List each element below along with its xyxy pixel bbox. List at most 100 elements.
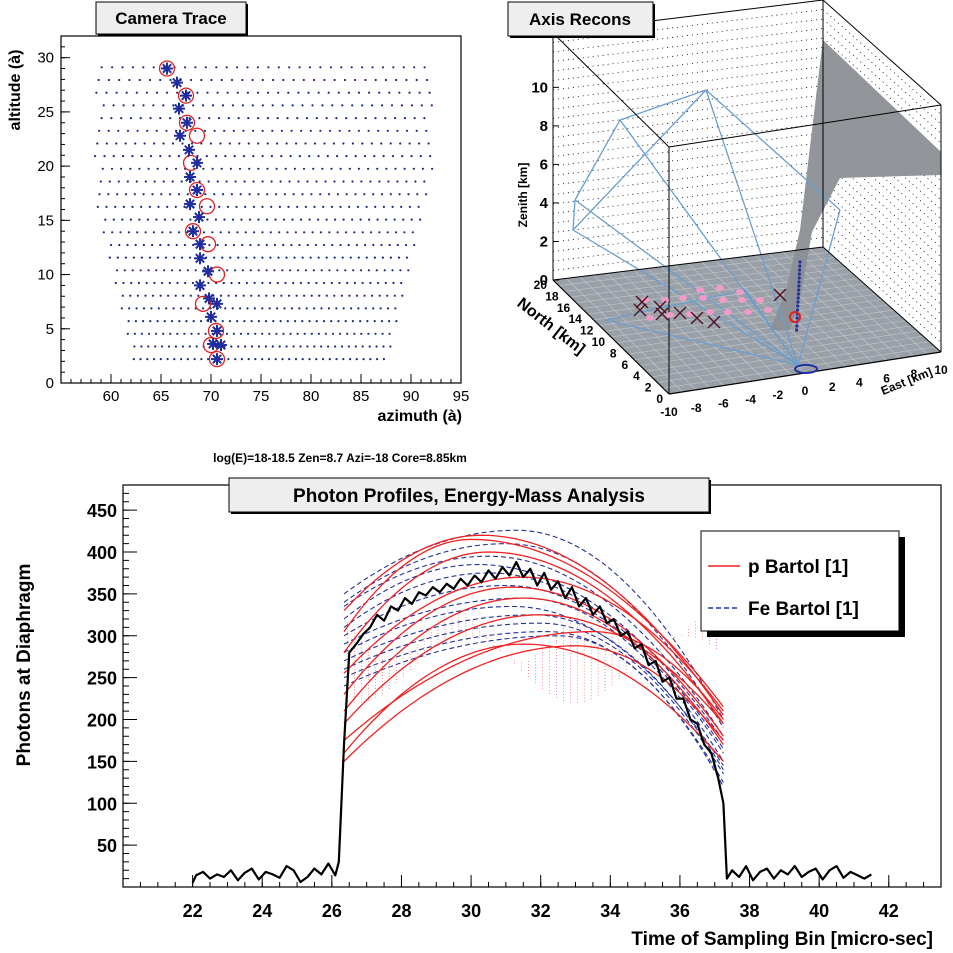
camera-pixel bbox=[400, 281, 403, 285]
camera-pixel bbox=[298, 307, 301, 310]
camera-pixel bbox=[174, 167, 178, 170]
camera-pixel bbox=[265, 243, 268, 247]
cross-mark bbox=[707, 315, 721, 329]
camera-pixel bbox=[198, 180, 201, 183]
camera-pixel bbox=[374, 205, 377, 208]
camera-pixel bbox=[239, 332, 243, 335]
camera-pixel bbox=[282, 243, 285, 247]
camera-pixel bbox=[288, 180, 291, 183]
camera-pixel bbox=[381, 104, 384, 107]
camera-pixel bbox=[167, 294, 170, 297]
camera-pixel bbox=[220, 78, 223, 82]
camera-pixel bbox=[347, 345, 350, 348]
camera-pixel bbox=[386, 129, 389, 132]
camera-pixel bbox=[210, 78, 213, 82]
back-grid-line bbox=[552, 66, 824, 100]
camera-pixel bbox=[204, 193, 207, 196]
camera-pixel bbox=[153, 180, 156, 183]
camera-pixel bbox=[431, 167, 434, 170]
camera-pixel bbox=[132, 104, 135, 107]
camera-pixel bbox=[200, 142, 203, 145]
hit-marker-stroke bbox=[192, 157, 202, 168]
hit-pixel-marker bbox=[161, 62, 173, 75]
east-tick-label: -10 bbox=[660, 405, 678, 419]
camera-pixel bbox=[207, 180, 210, 183]
camera-pixel bbox=[134, 142, 137, 145]
camera-pixel bbox=[256, 66, 259, 69]
back-grid-line bbox=[552, 237, 824, 271]
camera-pixel bbox=[227, 117, 230, 120]
camera-pixel bbox=[129, 167, 132, 170]
camera-pixel bbox=[225, 66, 228, 69]
fe-model-curve bbox=[343, 584, 724, 754]
camera-pixel bbox=[206, 218, 209, 221]
camera-pixel bbox=[219, 231, 222, 234]
camera-pixel bbox=[248, 218, 252, 221]
camera-pixel bbox=[257, 167, 260, 170]
camera-pixel bbox=[309, 129, 312, 132]
camera-pixel bbox=[321, 358, 325, 361]
camera-pixel bbox=[196, 155, 199, 158]
zenith-tick-label: 6 bbox=[540, 156, 548, 173]
camera-pixel bbox=[241, 78, 244, 82]
camera-pixel bbox=[129, 117, 133, 120]
camera-pixel bbox=[112, 218, 115, 221]
camera-pixel bbox=[392, 66, 395, 69]
camera-pixel bbox=[323, 243, 326, 247]
camera-pixel bbox=[225, 180, 228, 183]
camera-x-tick-label: 70 bbox=[203, 388, 220, 405]
camera-pixel bbox=[268, 332, 271, 335]
back-grid-line bbox=[552, 170, 824, 205]
camera-pixel bbox=[364, 117, 367, 120]
camera-pixel bbox=[290, 129, 293, 132]
camera-pixel bbox=[166, 205, 169, 208]
shower-fov-line bbox=[574, 199, 799, 366]
camera-pixel bbox=[279, 180, 282, 183]
back-grid-line bbox=[552, 37, 824, 72]
camera-pixel bbox=[357, 91, 361, 94]
camera-pixel bbox=[155, 129, 158, 132]
camera-pixel bbox=[253, 256, 256, 259]
back-grid-line bbox=[552, 132, 824, 167]
camera-pixel bbox=[126, 180, 129, 183]
camera-pixel bbox=[381, 66, 385, 69]
camera-pixel bbox=[324, 332, 327, 335]
camera-pixel bbox=[294, 320, 297, 323]
camera-pixel bbox=[265, 294, 268, 297]
camera-pixel bbox=[167, 345, 171, 348]
camera-pixel bbox=[166, 358, 169, 361]
camera-pixel bbox=[292, 281, 295, 285]
east-tick-label: 0 bbox=[802, 384, 809, 398]
camera-x-tick-label: 75 bbox=[253, 388, 270, 405]
profile-x-label: Time of Sampling Bin [micro-sec] bbox=[631, 929, 933, 950]
north-tick-label: 0 bbox=[656, 392, 663, 406]
camera-pixel bbox=[266, 167, 269, 170]
camera-pixel bbox=[126, 129, 130, 132]
camera-pixel bbox=[413, 66, 416, 69]
fe-model-curve bbox=[343, 543, 724, 729]
ground-grid-line bbox=[795, 250, 915, 357]
fitted-circle bbox=[208, 266, 226, 283]
pixel-projection-dot bbox=[764, 307, 772, 313]
camera-pixel bbox=[369, 180, 372, 183]
camera-pixel bbox=[121, 294, 124, 297]
camera-pixel bbox=[405, 180, 408, 183]
camera-pixel bbox=[410, 104, 413, 107]
hit-marker-stroke bbox=[192, 185, 202, 195]
camera-pixel bbox=[165, 129, 168, 132]
camera-pixel bbox=[415, 78, 418, 82]
camera-y-tick-label: 20 bbox=[37, 158, 54, 175]
pixel-projection-dot bbox=[696, 287, 704, 293]
camera-pixel bbox=[142, 66, 145, 69]
camera-pixel bbox=[324, 180, 327, 183]
camera-pixel bbox=[246, 307, 249, 310]
camera-pixel bbox=[105, 205, 108, 208]
camera-pixel bbox=[147, 332, 151, 335]
camera-pixel bbox=[382, 358, 385, 361]
axis-point bbox=[796, 292, 801, 296]
camera-pixel bbox=[345, 193, 348, 196]
camera-pixel bbox=[348, 205, 351, 208]
east-tick-label: -2 bbox=[772, 388, 783, 402]
camera-pixel bbox=[174, 345, 177, 348]
p-model-curve bbox=[343, 630, 724, 741]
